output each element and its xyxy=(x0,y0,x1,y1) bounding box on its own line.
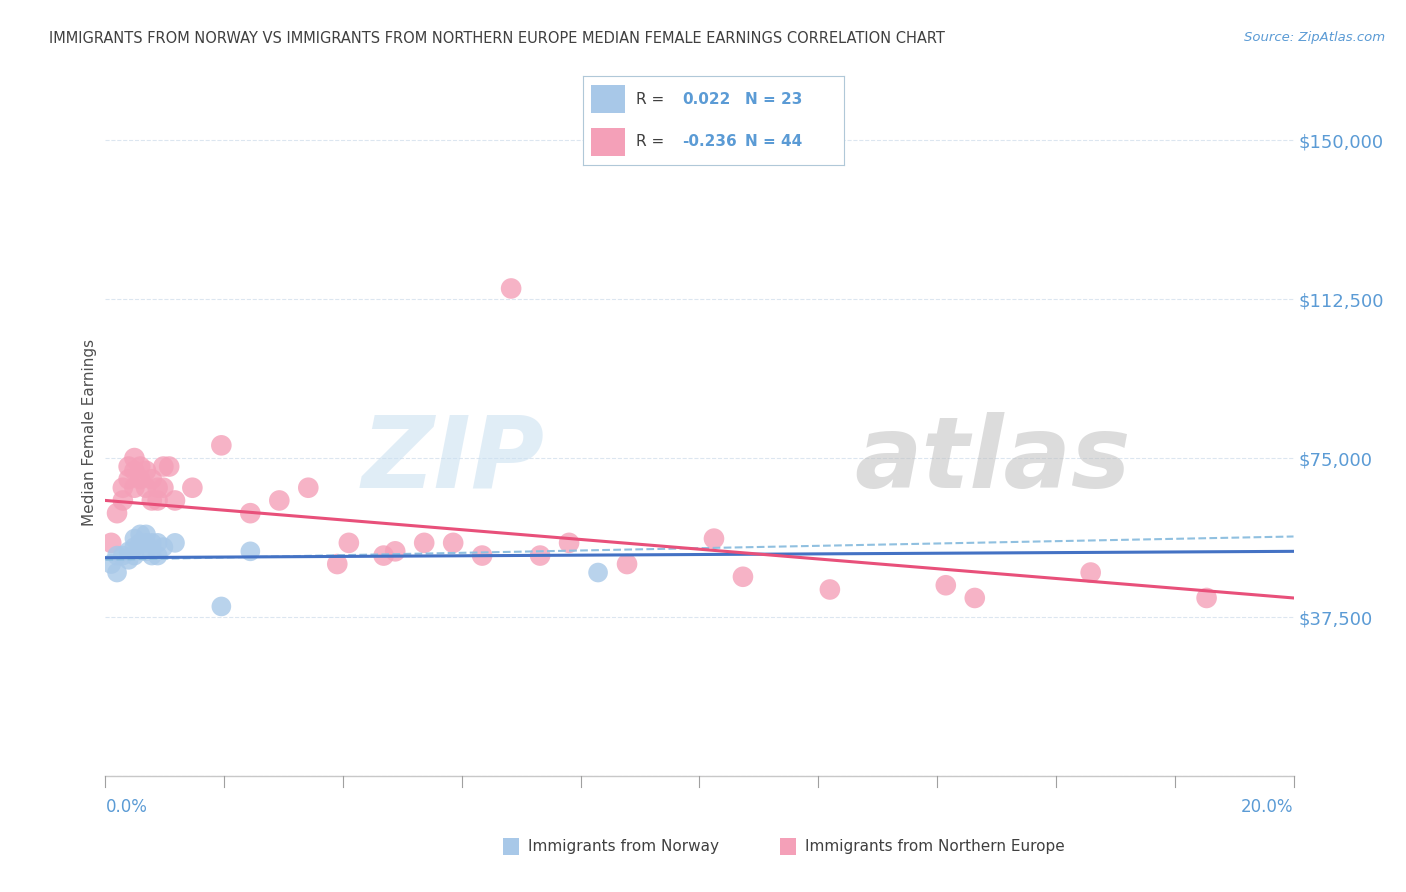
Point xyxy=(239,506,262,520)
Point xyxy=(105,506,128,520)
Point xyxy=(326,557,349,571)
Point xyxy=(297,481,319,495)
Point xyxy=(269,493,291,508)
Point xyxy=(117,553,139,567)
Text: Immigrants from Norway: Immigrants from Norway xyxy=(527,839,718,854)
Point xyxy=(135,481,157,495)
Point xyxy=(129,536,152,550)
Point xyxy=(731,570,754,584)
Point xyxy=(963,591,986,605)
Point xyxy=(181,481,204,495)
Text: ZIP: ZIP xyxy=(361,411,546,508)
Point xyxy=(146,536,169,550)
Bar xyxy=(592,128,626,156)
Point xyxy=(111,493,134,508)
Point xyxy=(135,544,157,558)
Point xyxy=(441,536,464,550)
Point xyxy=(471,549,494,563)
Point xyxy=(129,459,152,474)
Text: Source: ZipAtlas.com: Source: ZipAtlas.com xyxy=(1244,31,1385,45)
Point xyxy=(163,493,186,508)
Text: Immigrants from Northern Europe: Immigrants from Northern Europe xyxy=(804,839,1064,854)
Point xyxy=(111,481,134,495)
Point xyxy=(152,481,174,495)
Text: N = 23: N = 23 xyxy=(745,92,803,106)
Point xyxy=(100,536,122,550)
Point xyxy=(935,578,957,592)
Point xyxy=(135,527,157,541)
Point xyxy=(209,438,232,452)
Point xyxy=(135,464,157,478)
Point xyxy=(373,549,395,563)
Point xyxy=(1080,566,1102,580)
Text: IMMIGRANTS FROM NORWAY VS IMMIGRANTS FROM NORTHERN EUROPE MEDIAN FEMALE EARNINGS: IMMIGRANTS FROM NORWAY VS IMMIGRANTS FRO… xyxy=(49,31,945,46)
Point xyxy=(105,549,128,563)
Point xyxy=(117,459,139,474)
Text: -0.236: -0.236 xyxy=(682,135,737,149)
Bar xyxy=(592,85,626,113)
Point xyxy=(529,549,551,563)
Point xyxy=(141,549,163,563)
Point xyxy=(209,599,232,614)
Point xyxy=(141,493,163,508)
Point xyxy=(703,532,725,546)
Point xyxy=(152,540,174,554)
Point xyxy=(616,557,638,571)
Point xyxy=(124,451,146,466)
Point xyxy=(337,536,360,550)
Point xyxy=(586,566,609,580)
Point xyxy=(124,549,146,563)
Point xyxy=(117,472,139,486)
Text: atlas: atlas xyxy=(853,411,1130,508)
Point xyxy=(129,527,152,541)
Point xyxy=(146,493,169,508)
Point xyxy=(384,544,406,558)
Point xyxy=(117,544,139,558)
Point xyxy=(111,549,134,563)
Point xyxy=(157,459,180,474)
Text: 0.0%: 0.0% xyxy=(105,798,148,816)
Point xyxy=(146,481,169,495)
Text: 20.0%: 20.0% xyxy=(1241,798,1294,816)
Point xyxy=(135,536,157,550)
Point xyxy=(163,536,186,550)
Point xyxy=(105,566,128,580)
Point xyxy=(129,472,152,486)
Point xyxy=(141,472,163,486)
Point xyxy=(501,281,523,295)
Point xyxy=(124,540,146,554)
Y-axis label: Median Female Earnings: Median Female Earnings xyxy=(82,339,97,526)
Point xyxy=(124,464,146,478)
Text: R =: R = xyxy=(636,92,664,106)
Text: R =: R = xyxy=(636,135,664,149)
Point xyxy=(1195,591,1218,605)
Text: N = 44: N = 44 xyxy=(745,135,801,149)
Text: 0.022: 0.022 xyxy=(682,92,731,106)
Point xyxy=(413,536,436,550)
Point xyxy=(124,481,146,495)
Point xyxy=(818,582,841,597)
Point xyxy=(146,549,169,563)
Point xyxy=(124,532,146,546)
Point xyxy=(152,459,174,474)
Point xyxy=(100,557,122,571)
Point xyxy=(558,536,581,550)
Point xyxy=(141,536,163,550)
Point xyxy=(239,544,262,558)
